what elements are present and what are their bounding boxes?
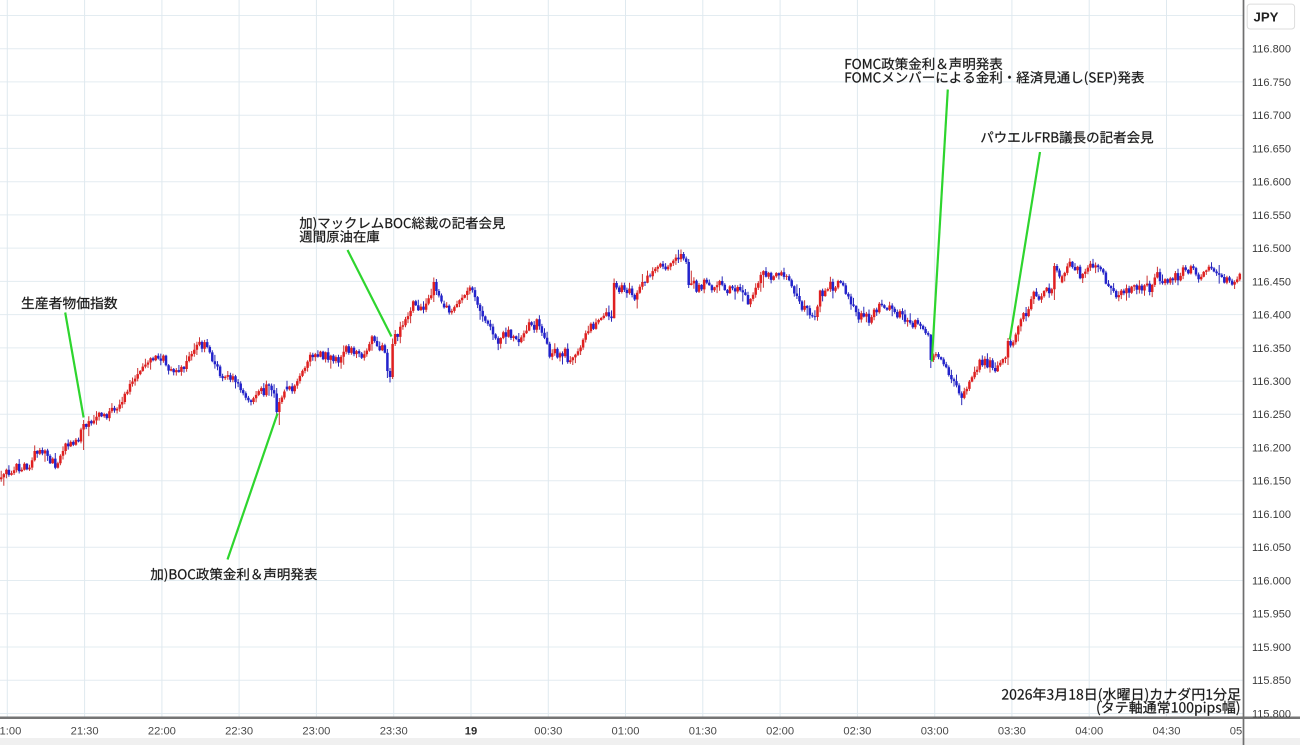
svg-text:05:00: 05:00 [1230,725,1258,737]
svg-text:04:00: 04:00 [1075,725,1103,737]
svg-text:116.300: 116.300 [1252,376,1291,388]
svg-text:02:00: 02:00 [766,725,794,737]
svg-text:116.200: 116.200 [1252,443,1291,455]
svg-text:03:30: 03:30 [998,725,1026,737]
svg-text:116.800: 116.800 [1252,44,1291,56]
svg-text:23:30: 23:30 [380,725,408,737]
svg-text:116.450: 116.450 [1252,276,1291,288]
svg-text:116.750: 116.750 [1252,77,1291,89]
svg-text:116.600: 116.600 [1252,177,1291,189]
svg-text:115.850: 115.850 [1252,675,1291,687]
svg-text:23:00: 23:00 [302,725,330,737]
svg-text:22:00: 22:00 [148,725,176,737]
svg-text:116.400: 116.400 [1252,310,1291,322]
svg-text:21:00: 21:00 [0,725,21,737]
svg-text:116.500: 116.500 [1252,243,1291,255]
svg-text:115.950: 115.950 [1252,609,1291,621]
svg-text:01:30: 01:30 [689,725,717,737]
svg-text:116.150: 116.150 [1252,476,1291,488]
svg-text:116.550: 116.550 [1252,210,1291,222]
svg-text:02:30: 02:30 [843,725,871,737]
svg-text:04:30: 04:30 [1153,725,1181,737]
svg-text:21:30: 21:30 [71,725,99,737]
svg-text:115.900: 115.900 [1252,642,1291,654]
svg-text:JPY: JPY [1254,9,1279,24]
svg-text:115.800: 115.800 [1252,708,1291,720]
svg-text:116.100: 116.100 [1252,509,1291,521]
svg-text:00:30: 00:30 [534,725,562,737]
svg-text:116.350: 116.350 [1252,343,1291,355]
svg-text:116.050: 116.050 [1252,542,1291,554]
svg-text:01:00: 01:00 [612,725,640,737]
svg-text:19: 19 [465,725,477,737]
svg-text:22:30: 22:30 [225,725,253,737]
svg-text:116.000: 116.000 [1252,575,1291,587]
svg-text:116.250: 116.250 [1252,409,1291,421]
svg-text:03:00: 03:00 [921,725,949,737]
svg-text:116.700: 116.700 [1252,110,1291,122]
svg-text:116.650: 116.650 [1252,143,1291,155]
